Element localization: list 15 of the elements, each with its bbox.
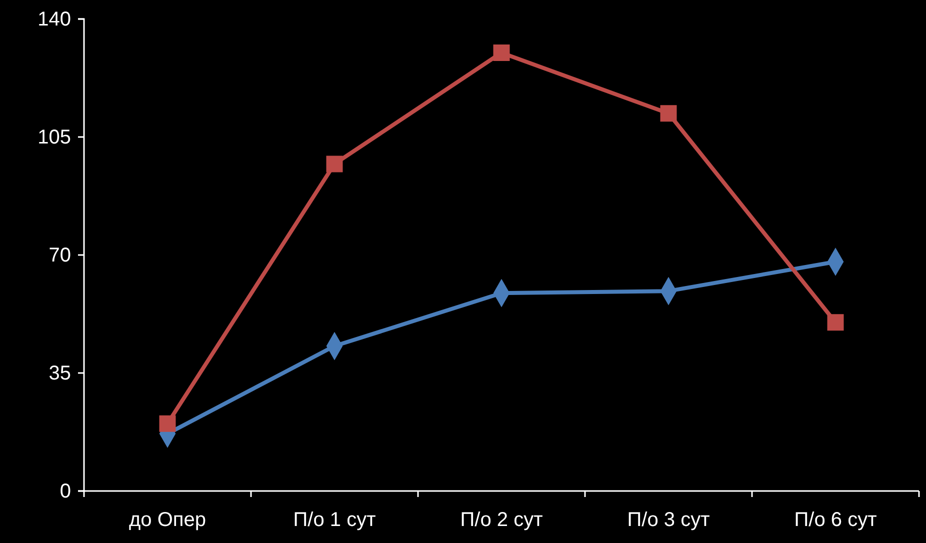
x-tick-label: до Опер xyxy=(129,509,206,531)
y-tick-label: 0 xyxy=(60,480,71,502)
point xyxy=(159,415,176,432)
point xyxy=(493,44,510,61)
y-tick-label: 105 xyxy=(38,126,71,148)
y-tick-label: 35 xyxy=(48,362,71,384)
x-tick-label: П/о 2 сут xyxy=(460,509,543,531)
point xyxy=(660,105,677,122)
x-tick-label: П/о 6 сут xyxy=(794,509,877,531)
point xyxy=(326,156,343,172)
y-tick-label: 140 xyxy=(38,8,71,30)
point xyxy=(827,314,844,331)
x-tick-label: П/о 1 сут xyxy=(293,509,376,531)
y-tick-label: 70 xyxy=(48,244,71,266)
x-tick-label: П/о 3 сут xyxy=(627,509,710,531)
